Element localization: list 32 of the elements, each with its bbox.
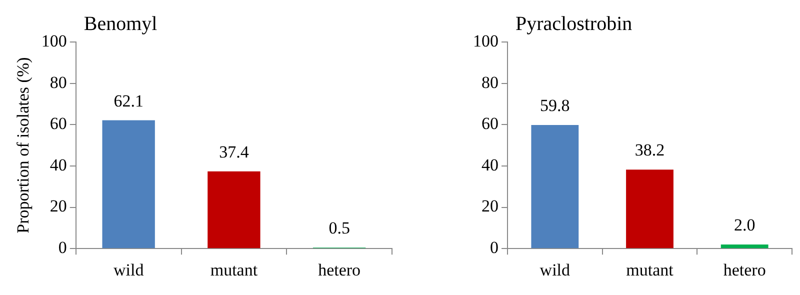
bar: [720, 244, 768, 248]
y-tick-label: 80: [482, 72, 498, 92]
x-tick-label: hetero: [318, 260, 361, 280]
data-label: 37.4: [219, 142, 250, 162]
x-tick-label: wild: [540, 260, 571, 280]
bar: [208, 171, 260, 248]
x-tick-label: mutant: [626, 260, 674, 280]
x-tick-label: mutant: [210, 260, 258, 280]
chart-title: Pyraclostrobin: [516, 13, 632, 35]
bar: [626, 170, 674, 248]
y-tick-label: 40: [482, 155, 498, 174]
data-label: 62.1: [114, 91, 144, 110]
y-tick-label: 100: [41, 31, 67, 50]
data-label: 2.0: [734, 215, 756, 234]
y-tick-label: 80: [50, 72, 67, 92]
y-tick-label: 0: [58, 238, 67, 258]
data-label: 38.2: [634, 140, 665, 160]
y-tick-label: 40: [50, 155, 67, 174]
chart-title: Benomyl: [84, 13, 158, 35]
data-label: 0.5: [328, 218, 350, 238]
y-axis-title: Proportion of isolates (%): [14, 57, 33, 234]
y-tick-label: 20: [50, 196, 67, 216]
bar: [102, 120, 155, 248]
data-label: 59.8: [540, 96, 570, 116]
y-tick-label: 100: [473, 31, 498, 50]
y-tick-label: 60: [50, 114, 67, 134]
x-tick-label: wild: [113, 260, 144, 280]
x-tick-label: hetero: [723, 260, 766, 280]
bar: [531, 125, 579, 248]
y-tick-label: 0: [490, 238, 498, 258]
y-tick-label: 60: [482, 114, 498, 134]
y-tick-label: 20: [482, 196, 498, 216]
